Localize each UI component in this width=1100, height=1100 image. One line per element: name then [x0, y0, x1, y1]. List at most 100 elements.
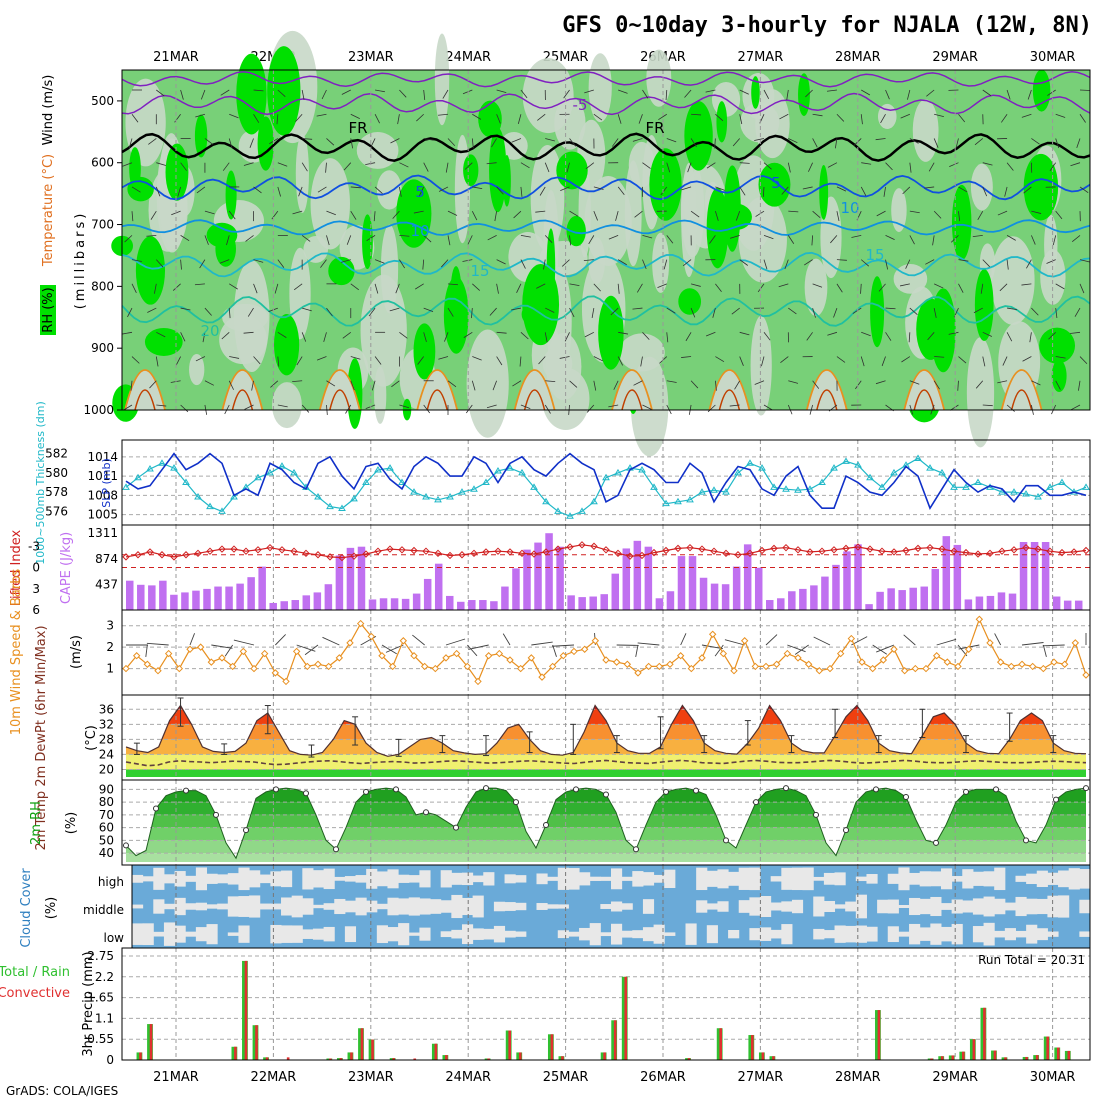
- li-point: [746, 549, 754, 558]
- cape-bar: [457, 601, 465, 610]
- wind-barb: [156, 404, 167, 407]
- date-label: 27MAR: [738, 50, 784, 65]
- wind-barb: [909, 162, 912, 173]
- wind-barb: [520, 89, 528, 99]
- wind-barb: [520, 162, 530, 169]
- wind-barb: [880, 114, 886, 124]
- cloud-fraction-bar: [323, 868, 335, 890]
- cloud-fraction-bar: [195, 927, 208, 942]
- thickness-point: [734, 468, 742, 476]
- rh-moist-patch: [478, 100, 502, 138]
- cape-li-panel: 437 874 1311 -3 0 3 6 Lifted Index CAPE (J/kg): [9, 524, 1091, 617]
- cloud-fraction-bar: [1068, 868, 1080, 890]
- cloud-fraction-bar: [664, 932, 676, 936]
- rh-dry-patch: [646, 49, 672, 107]
- thickness-axis-label: 1000~500mb Thickness (dm): [34, 401, 47, 565]
- cloud-fraction-bar: [291, 925, 303, 943]
- cloud-fraction-bar: [962, 869, 974, 889]
- li-point: [686, 543, 694, 552]
- thickness-point: [1034, 492, 1042, 500]
- rh-moist-patch: [396, 179, 432, 248]
- cloud-fraction-bar: [802, 867, 814, 891]
- cloud-fraction-bar: [387, 869, 399, 889]
- wind-barb: [902, 186, 911, 195]
- wind-barb: [346, 235, 352, 245]
- cape-bar: [1019, 542, 1028, 610]
- wind-barb: [1027, 89, 1032, 100]
- cape-bar: [236, 583, 244, 610]
- cloud-fraction-bar: [163, 874, 176, 884]
- cloud-fraction-bar: [898, 931, 910, 937]
- wind-barb: [707, 404, 716, 413]
- cape-bar: [942, 536, 951, 610]
- upper-air-panel: -5 FR FR 5 5 10 10 15 15 20 500 600 700 800 900 1000 (mi…: [40, 30, 1091, 457]
- wind-barb: [665, 89, 668, 101]
- wind-barb: [739, 186, 746, 196]
- cloud-fraction-bar: [1004, 902, 1016, 911]
- rh-dry-patch: [125, 78, 166, 167]
- cloud-fraction-bar: [887, 926, 899, 943]
- cloud-fraction-bar: [781, 867, 793, 890]
- li-point: [602, 546, 610, 554]
- rh-dry-patch: [376, 170, 402, 210]
- cloud-fraction-bar: [749, 897, 761, 916]
- cloud-fraction-bar: [1026, 924, 1038, 944]
- wind-barb: [224, 404, 230, 415]
- cloud-fraction-bar: [909, 923, 921, 945]
- li-point: [182, 551, 190, 559]
- cloud-fraction-bar: [845, 925, 857, 943]
- y-tick-label: 1000: [83, 403, 114, 417]
- wind-barb: [666, 235, 674, 244]
- wind-barb: [552, 644, 557, 657]
- wind-barb: [180, 89, 184, 100]
- cape-bar: [766, 600, 774, 610]
- thickness-point: [938, 468, 946, 476]
- cloud-fraction-bar: [440, 900, 452, 913]
- wind-barb: [876, 644, 895, 653]
- wind-speed-point: [922, 664, 930, 673]
- cape-bar: [655, 598, 664, 610]
- wind-speed-point: [463, 662, 472, 671]
- wind-barb: [1029, 332, 1032, 343]
- rh-moist-patch: [649, 148, 682, 221]
- surface-isotherm: [718, 389, 741, 411]
- cape-bar: [710, 583, 719, 610]
- cloud-fraction-bar: [398, 874, 410, 883]
- wind-barb: [860, 356, 865, 367]
- li-tick-label: 6: [32, 603, 40, 617]
- cloud-fraction-bar: [1015, 930, 1027, 938]
- wind-barb: [211, 644, 233, 649]
- wind-barb: [927, 332, 935, 341]
- cape-bar: [412, 593, 421, 610]
- wind-barb: [731, 307, 740, 315]
- li-point: [710, 547, 718, 555]
- wind-barb: [472, 186, 483, 190]
- cloud-fraction-bar: [866, 926, 878, 942]
- cape-bar: [953, 544, 962, 610]
- wind-barb: [569, 307, 575, 318]
- wind-speed-point: [868, 664, 877, 673]
- wind-barb: [496, 89, 507, 93]
- li-point: [758, 546, 766, 555]
- rh-dry-patch: [356, 132, 399, 169]
- wind-barb: [277, 404, 288, 408]
- li-point: [818, 547, 826, 555]
- wind-barb: [442, 89, 449, 99]
- wind-barb: [905, 259, 911, 269]
- cloud-fraction-bar: [813, 876, 825, 881]
- wind-barb: [277, 356, 280, 367]
- li-point: [878, 547, 886, 555]
- precip-convective-bar: [413, 1058, 417, 1060]
- cloud-fraction-bar: [579, 927, 591, 941]
- li-point: [506, 548, 514, 556]
- cloud-fraction-bar: [185, 931, 197, 937]
- wind-speed-point: [1060, 660, 1069, 668]
- wind-barb: [787, 644, 806, 653]
- wind-barb: [516, 283, 522, 294]
- wind-barb: [275, 634, 286, 646]
- wind-barb: [326, 307, 333, 317]
- wind-barb: [423, 138, 434, 141]
- cloud-fraction-bar: [515, 931, 527, 937]
- wind-barb: [390, 138, 400, 144]
- li-point: [494, 547, 502, 555]
